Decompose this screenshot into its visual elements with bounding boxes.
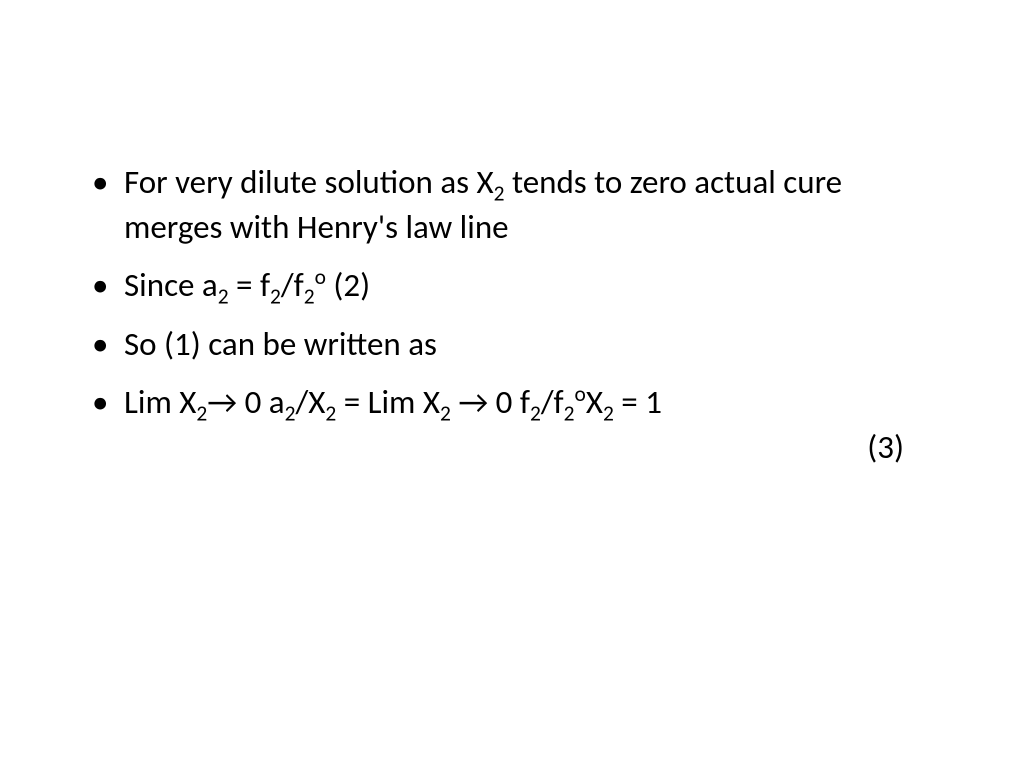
subscript: 2 xyxy=(304,284,315,310)
bullet-item-4: Lim X2→ 0 a2/X2 = Lim X2 → 0 f2/f2oX2 = … xyxy=(80,380,944,469)
subscript: 2 xyxy=(196,401,207,427)
text-fragment: /X xyxy=(295,382,325,422)
text-fragment: Lim X xyxy=(124,382,196,422)
bullet-item-2: Since a2 = f2/f2o (2) xyxy=(80,263,944,308)
subscript: 2 xyxy=(494,181,505,207)
subscript: 2 xyxy=(530,401,541,427)
text-fragment: = f xyxy=(229,265,270,305)
text-fragment: Since a xyxy=(124,265,218,305)
bullet-item-3: So (1) can be written as xyxy=(80,322,944,367)
subscript: 2 xyxy=(325,401,336,427)
subscript: 2 xyxy=(285,401,296,427)
subscript: 2 xyxy=(440,401,451,427)
superscript: o xyxy=(575,381,586,407)
subscript: 2 xyxy=(218,284,229,310)
slide-content: For very dilute solution as X2 tends to … xyxy=(0,0,1024,768)
text-fragment: X xyxy=(586,382,603,422)
text-fragment: /f xyxy=(281,265,304,305)
bullet-item-1: For very dilute solution as X2 tends to … xyxy=(80,160,944,249)
bullet-list: For very dilute solution as X2 tends to … xyxy=(80,160,944,469)
text-fragment: → 0 a xyxy=(207,382,284,422)
equation-number: (3) xyxy=(124,425,944,470)
subscript: 2 xyxy=(270,284,281,310)
text-fragment: = Lim X xyxy=(336,382,440,422)
text-fragment: /f xyxy=(541,382,564,422)
text-fragment: → 0 f xyxy=(451,382,530,422)
text-fragment: For very dilute solution as X xyxy=(124,162,494,202)
superscript: o xyxy=(315,264,326,290)
subscript: 2 xyxy=(603,401,614,427)
text-fragment: So (1) can be written as xyxy=(124,324,437,364)
text-fragment: = 1 xyxy=(614,382,662,422)
text-fragment: (2) xyxy=(326,265,370,305)
subscript: 2 xyxy=(564,401,575,427)
